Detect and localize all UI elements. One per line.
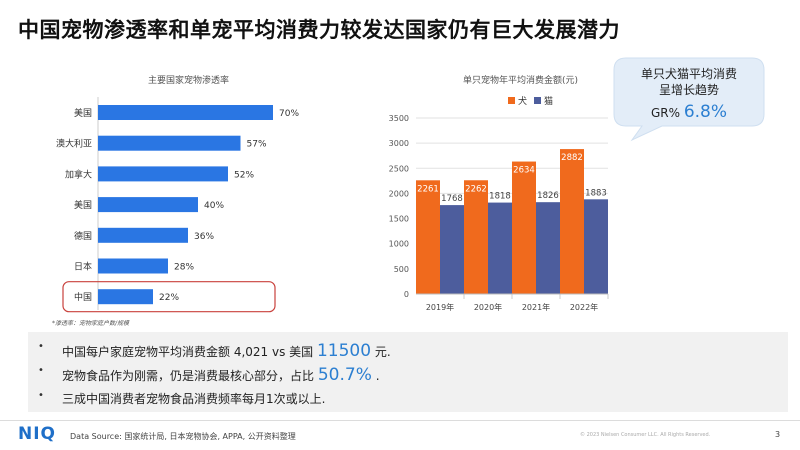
y-tick-label: 0 bbox=[404, 290, 409, 299]
bar bbox=[440, 205, 464, 294]
data-label: 28% bbox=[174, 263, 194, 273]
callout-line-2: 呈增长趋势 bbox=[658, 83, 719, 97]
right-chart-title: 单只宠物年平均消费金额(元) bbox=[463, 76, 579, 86]
category-label: 加拿大 bbox=[65, 168, 92, 180]
bullet-item: • 中国每户家庭宠物平均消费金额 4,021 vs 美国 11500 元. bbox=[38, 341, 391, 361]
china-highlight-box bbox=[62, 281, 276, 313]
growth-rate-value: 6.8% bbox=[683, 102, 728, 122]
category-label: 德国 bbox=[74, 230, 92, 242]
bar bbox=[560, 149, 584, 294]
niq-logo: NIQ bbox=[18, 424, 57, 444]
left-chart-title: 主要国家宠物渗透率 bbox=[148, 76, 230, 86]
y-tick-label: 2000 bbox=[389, 189, 409, 198]
data-label: 1883 bbox=[585, 188, 607, 198]
bullet-dot-icon: • bbox=[38, 390, 44, 401]
bar bbox=[512, 161, 536, 294]
bullet-2-text: 宠物食品作为刚需，仍是消费最核心部分，占比 bbox=[62, 369, 315, 383]
category-label: 日本 bbox=[74, 261, 92, 273]
legend-label: 猫 bbox=[544, 95, 553, 107]
bar bbox=[488, 202, 512, 294]
x-tick-label: 2019年 bbox=[426, 302, 454, 312]
x-tick-label: 2021年 bbox=[522, 302, 550, 312]
callout-line-1: 单只犬猫平均消费 bbox=[640, 67, 737, 81]
bullet-2-suffix: . bbox=[375, 369, 380, 383]
y-tick-label: 2500 bbox=[389, 164, 409, 173]
y-tick-label: 500 bbox=[394, 265, 409, 274]
data-label: 70% bbox=[279, 109, 299, 119]
bullet-1-suffix: 元. bbox=[374, 345, 391, 359]
y-tick-label: 1500 bbox=[389, 215, 409, 224]
data-label: 1818 bbox=[489, 192, 511, 202]
data-source: Data Source: 国家统计局, 日本宠物协会, APPA, 公开资料整理 bbox=[70, 432, 296, 441]
bullet-1-text: 中国每户家庭宠物平均消费金额 4,021 vs 美国 bbox=[62, 345, 314, 359]
bar bbox=[536, 202, 560, 294]
bar bbox=[98, 135, 241, 151]
penetration-footnote: *渗透率：宠物家庭户数/规模 bbox=[52, 320, 130, 327]
bullet-item: • 宠物食品作为刚需，仍是消费最核心部分，占比 50.7% . bbox=[38, 365, 380, 385]
data-label: 52% bbox=[234, 170, 254, 180]
data-label: 1768 bbox=[441, 194, 463, 204]
page-number: 3 bbox=[775, 430, 781, 439]
category-label: 美国 bbox=[74, 107, 92, 119]
data-label: 57% bbox=[247, 140, 267, 150]
data-label: 40% bbox=[204, 201, 224, 211]
legend-swatch bbox=[508, 97, 515, 104]
bar bbox=[98, 197, 198, 213]
growth-rate: GR% 6.8% bbox=[612, 102, 766, 122]
bar bbox=[464, 180, 488, 294]
x-tick-label: 2022年 bbox=[570, 302, 598, 312]
bar bbox=[584, 199, 608, 294]
bullet-2-highlight: 50.7% bbox=[317, 365, 372, 385]
bar bbox=[98, 289, 153, 305]
x-tick-label: 2020年 bbox=[474, 302, 502, 312]
growth-rate-label: GR% bbox=[650, 106, 680, 120]
bar bbox=[98, 166, 228, 182]
bar bbox=[416, 180, 440, 294]
legend-label: 犬 bbox=[518, 95, 527, 107]
bullet-dot-icon: • bbox=[38, 341, 44, 352]
legend-swatch bbox=[534, 97, 541, 104]
page-title: 中国宠物渗透率和单宠平均消费力较发达国家仍有巨大发展潜力 bbox=[18, 18, 620, 42]
penetration-bar-chart: 美国 70% 澳大利亚 57% 加拿大 52% 美国 40% 德国 36% 日本 28% 中国 22% bbox=[56, 97, 299, 313]
category-label: 澳大利亚 bbox=[56, 138, 92, 150]
bullet-3-text: 三成中国消费者宠物食品消费频率每月1次或以上. bbox=[62, 392, 326, 406]
bullet-1-highlight: 11500 bbox=[316, 341, 372, 361]
bar bbox=[98, 227, 188, 243]
y-tick-label: 3500 bbox=[389, 114, 409, 123]
data-label: 2262 bbox=[465, 184, 487, 194]
data-label: 36% bbox=[194, 232, 214, 242]
callout-bubble-shape bbox=[613, 57, 765, 142]
footer-divider bbox=[0, 420, 800, 421]
data-label: 1826 bbox=[537, 191, 559, 201]
category-label: 美国 bbox=[74, 199, 92, 211]
data-label: 2261 bbox=[417, 184, 439, 194]
bar bbox=[98, 105, 273, 120]
data-label: 22% bbox=[159, 293, 179, 303]
y-tick-label: 1000 bbox=[389, 240, 409, 249]
key-findings-panel: • 中国每户家庭宠物平均消费金额 4,021 vs 美国 11500 元. • … bbox=[28, 332, 788, 412]
data-label: 2882 bbox=[561, 153, 583, 163]
growth-callout: 单只犬猫平均消费 呈增长趋势 GR% 6.8% bbox=[612, 56, 782, 142]
data-label: 2634 bbox=[513, 166, 535, 176]
bar bbox=[98, 258, 168, 274]
copyright-notice: © 2023 Nielsen Consumer LLC. All Rights … bbox=[580, 432, 711, 438]
bullet-item: • 三成中国消费者宠物食品消费频率每月1次或以上. bbox=[38, 390, 326, 407]
bullet-dot-icon: • bbox=[38, 365, 44, 376]
category-label: 中国 bbox=[74, 291, 92, 303]
y-tick-label: 3000 bbox=[389, 139, 409, 148]
